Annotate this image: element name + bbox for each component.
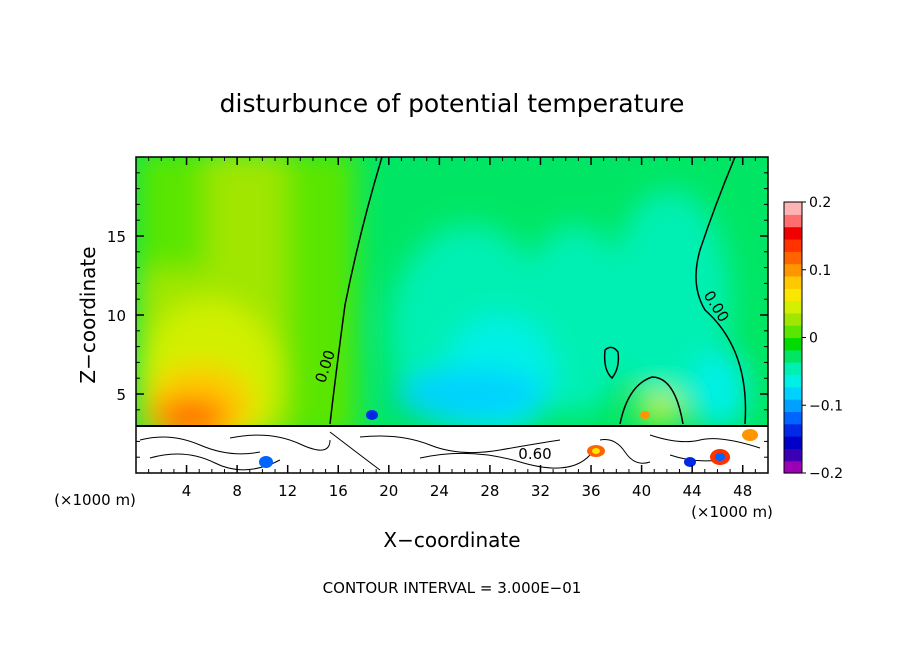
field-shading [136, 157, 748, 460]
colorbar-swatch-7 [784, 374, 802, 388]
x-tick-label-28: 28 [480, 482, 499, 500]
colorbar-swatch-18 [784, 238, 802, 252]
colorbar-swatch-2 [784, 436, 802, 449]
colorbar-swatch-0 [784, 460, 802, 474]
colorbar-swatch-9 [784, 349, 802, 363]
colorbar-swatch-12 [784, 312, 802, 326]
colorbar-swatch-20 [784, 214, 802, 228]
x-tick-label-44: 44 [683, 482, 702, 500]
y-tick-label-10: 10 [107, 307, 126, 325]
x-tick-label-48: 48 [733, 482, 752, 500]
colorbar-swatch-5 [784, 399, 802, 413]
x-unit-right: (×1000 m) [691, 503, 773, 521]
x-tick-label-40: 40 [632, 482, 651, 500]
colorbar-swatch-16 [784, 263, 802, 277]
plot-area [136, 157, 768, 473]
y-tick-label-5: 5 [116, 386, 126, 404]
y-tick-label-15: 15 [107, 228, 126, 246]
x-axis: 4 8 12 16 20 24 28 32 36 40 44 48 [148, 157, 756, 500]
colorbar-swatch-1 [784, 448, 802, 462]
contour-zero-left [329, 157, 383, 425]
y-axis: 5 10 15 [107, 172, 768, 458]
colorbar-label-0: 0.2 [809, 195, 831, 211]
colorbar-label-2: 0 [809, 331, 818, 347]
x-tick-label-36: 36 [581, 482, 600, 500]
x-tick-label-32: 32 [531, 482, 550, 500]
x-tick-label-8: 8 [232, 482, 242, 500]
terrain-area [136, 426, 768, 473]
colorbar-swatch-21 [784, 202, 802, 215]
contour-label-2: 0.60 [518, 445, 551, 463]
x-tick-label-20: 20 [379, 482, 398, 500]
colorbar-swatch-3 [784, 423, 802, 437]
colorbar-swatch-19 [784, 226, 802, 240]
colorbar-label-3: −0.1 [809, 398, 843, 414]
terrain-colored-blobs [259, 410, 758, 468]
contour-closed-small [603, 346, 620, 380]
colorbar-swatch-14 [784, 288, 802, 302]
y-axis-label: Z−coordinate [76, 246, 100, 383]
x-tick-label-24: 24 [430, 482, 449, 500]
colorbar-swatch-15 [784, 275, 802, 289]
colorbar-swatch-13 [784, 300, 802, 314]
contour-lines [329, 157, 747, 425]
colorbar-swatch-11 [784, 325, 802, 339]
terrain-contours [139, 431, 761, 471]
x-tick-label-16: 16 [329, 482, 348, 500]
colorbar-swatch-17 [784, 251, 802, 265]
colorbar-swatch-10 [784, 337, 802, 351]
contour-zero-right [695, 157, 747, 425]
footer-contour-interval: CONTOUR INTERVAL = 3.000E−01 [323, 579, 582, 597]
x-tick-label-4: 4 [182, 482, 192, 500]
colorbar-swatch-4 [784, 411, 802, 425]
x-axis-label: X−coordinate [383, 528, 520, 552]
x-tick-label-12: 12 [278, 482, 297, 500]
contour-mountain-arc [619, 376, 684, 425]
colorbar-label-4: −0.2 [809, 466, 843, 482]
colorbar-label-1: 0.1 [809, 263, 831, 279]
x-unit-left: (×1000 m) [54, 491, 136, 509]
colorbar-swatch-8 [784, 362, 802, 376]
colorbar: 0.2 0.1 0 −0.1 −0.2 [783, 195, 843, 482]
colorbar-swatch-6 [784, 386, 802, 400]
terrain [136, 410, 768, 473]
chart-title: disturbunce of potential temperature [220, 89, 685, 118]
